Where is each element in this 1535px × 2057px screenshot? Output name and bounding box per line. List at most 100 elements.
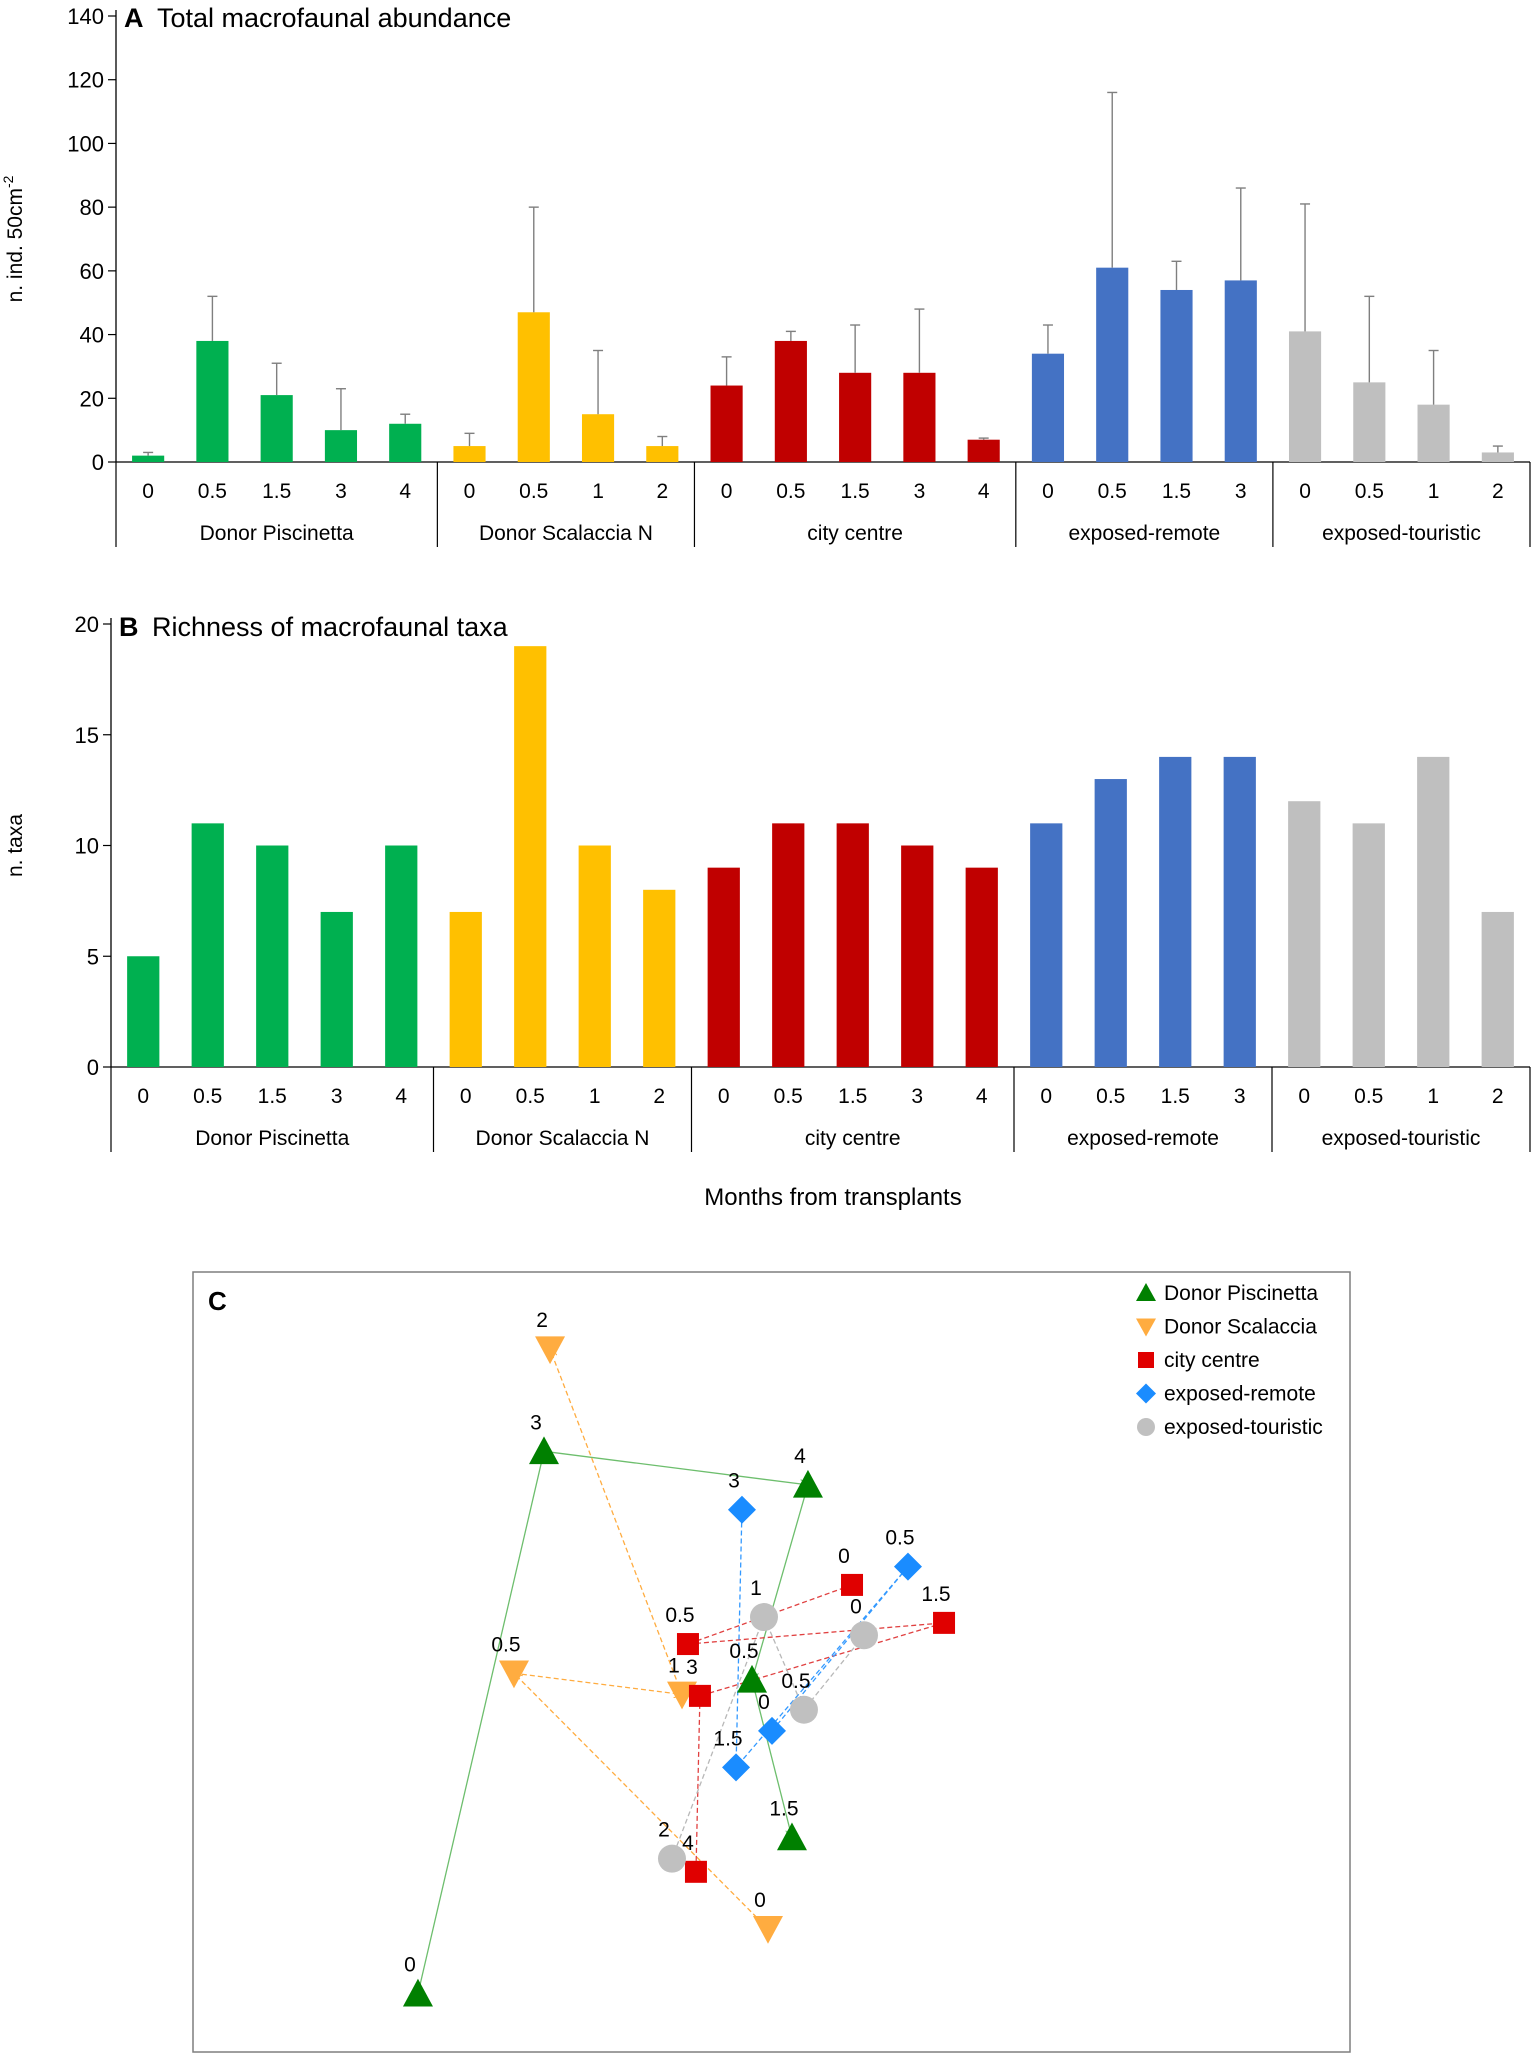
bar [132, 455, 165, 462]
y-axis-title-text: n. taxa [4, 814, 27, 877]
point-label: 4 [794, 1445, 806, 1468]
square-marker [684, 1860, 707, 1883]
triangle-up-marker [529, 1436, 559, 1465]
bar [1096, 267, 1129, 462]
bar [320, 911, 353, 1067]
x-tick-label: 0 [464, 480, 476, 503]
trajectory-segment [543, 1450, 808, 1485]
x-tick-label: 3 [335, 480, 347, 503]
group-label: exposed-touristic [1322, 522, 1481, 545]
bar [1224, 280, 1257, 462]
y-tick-label: 120 [67, 68, 104, 93]
x-tick-label: 1.5 [1161, 1085, 1190, 1108]
x-tick-label: 1.5 [1162, 480, 1191, 503]
point-label: 0 [758, 1691, 770, 1714]
trajectory-segment [735, 1510, 742, 1768]
diamond-marker [893, 1552, 922, 1581]
x-tick-label: 1 [1428, 480, 1440, 503]
bar [1160, 289, 1193, 462]
bar [967, 439, 1000, 462]
square-marker [841, 1573, 864, 1596]
bar [191, 823, 224, 1067]
x-tick-label: 2 [656, 480, 668, 503]
y-axis-title: n. taxa [4, 814, 27, 877]
x-tick-label: 0 [1298, 1085, 1310, 1108]
point-label: 0.5 [885, 1527, 914, 1550]
point-label: 2 [536, 1309, 548, 1332]
bar [1417, 404, 1450, 462]
x-tick-label: 0 [1040, 1085, 1052, 1108]
point-label: 0 [850, 1595, 862, 1618]
bar [1288, 801, 1321, 1067]
bar [1031, 353, 1065, 462]
group-label: Donor Scalaccia N [476, 1127, 650, 1150]
bar [324, 430, 358, 462]
group-label: city centre [807, 522, 903, 545]
x-tick-label: 0.5 [519, 480, 548, 503]
point-label: 1.5 [713, 1727, 742, 1750]
x-tick-label: 0.5 [1355, 480, 1384, 503]
y-axis-title: n. ind. 50cm-2 [0, 175, 27, 302]
y-tick-label: 20 [80, 386, 104, 411]
y-tick-label: 100 [67, 131, 104, 156]
point-label: 4 [682, 1832, 694, 1855]
bar [707, 867, 740, 1067]
x-tick-label: 4 [978, 480, 990, 503]
x-tick-label: 0.5 [516, 1085, 545, 1108]
bar [514, 646, 547, 1067]
y-tick-label: 0 [87, 1055, 99, 1080]
legend-swatch [1138, 1352, 1154, 1368]
trajectory-segment [688, 1584, 853, 1644]
panel-title: Richness of macrofaunal taxa [152, 612, 509, 642]
bar [1094, 779, 1127, 1067]
group-label: exposed-remote [1067, 1127, 1219, 1150]
y-tick-label: 20 [75, 612, 99, 637]
trajectory-lines [417, 1349, 944, 1994]
trajectory-segment [550, 1349, 683, 1695]
circle-marker [657, 1844, 686, 1873]
bar [643, 889, 676, 1067]
x-tick-label: 0 [460, 1085, 472, 1108]
x-tick-label: 0 [142, 480, 154, 503]
x-tick-label: 0.5 [774, 1085, 803, 1108]
y-axis-title-superscript: -2 [0, 175, 16, 188]
x-tick-label: 2 [653, 1085, 665, 1108]
legend-swatch [1136, 1383, 1156, 1404]
point-label: 1.5 [921, 1583, 950, 1606]
panel-letter: C [208, 1286, 227, 1316]
x-tick-label: 0 [137, 1085, 149, 1108]
x-tick-label: 1.5 [841, 480, 870, 503]
bar [836, 823, 869, 1067]
panel-letter: B [119, 612, 139, 642]
bar [581, 414, 615, 462]
bar [260, 395, 293, 462]
x-tick-label: 4 [976, 1085, 988, 1108]
y-tick-label: 5 [87, 944, 99, 969]
x-tick-label: 0.5 [1354, 1085, 1383, 1108]
point-label: 0.5 [729, 1640, 758, 1663]
circle-marker [749, 1603, 778, 1632]
bar [385, 845, 418, 1067]
x-tick-label: 0.5 [776, 480, 805, 503]
y-tick-label: 80 [80, 195, 104, 220]
x-tick-label: 2 [1492, 1085, 1504, 1108]
y-tick-label: 0 [92, 450, 104, 475]
group-label: Donor Scalaccia N [479, 522, 653, 545]
bar [839, 372, 872, 462]
square-marker [676, 1633, 699, 1656]
y-axis-title-text: n. ind. 50cm [4, 188, 27, 302]
square-marker [933, 1611, 956, 1634]
bar [449, 911, 482, 1067]
point-label: 3 [530, 1411, 542, 1434]
legend-swatch [1136, 1318, 1156, 1337]
bar [1481, 452, 1514, 462]
triangle-up-marker [402, 1978, 433, 2007]
point-label: 1.5 [769, 1798, 798, 1821]
trajectory-segment [514, 1673, 769, 1930]
bar [578, 845, 611, 1067]
x-tick-label: 1 [1427, 1085, 1439, 1108]
x-tick-label: 0.5 [193, 1085, 222, 1108]
x-tick-label: 0 [721, 480, 733, 503]
panel-c-ordination-plot: C 0 3 4 0.5 1.5 0 0.5 1 2 0 0.5 1.5 3 4 0 0.5 1.5 3 0 0.5 1 2 D… [192, 1271, 1351, 2053]
